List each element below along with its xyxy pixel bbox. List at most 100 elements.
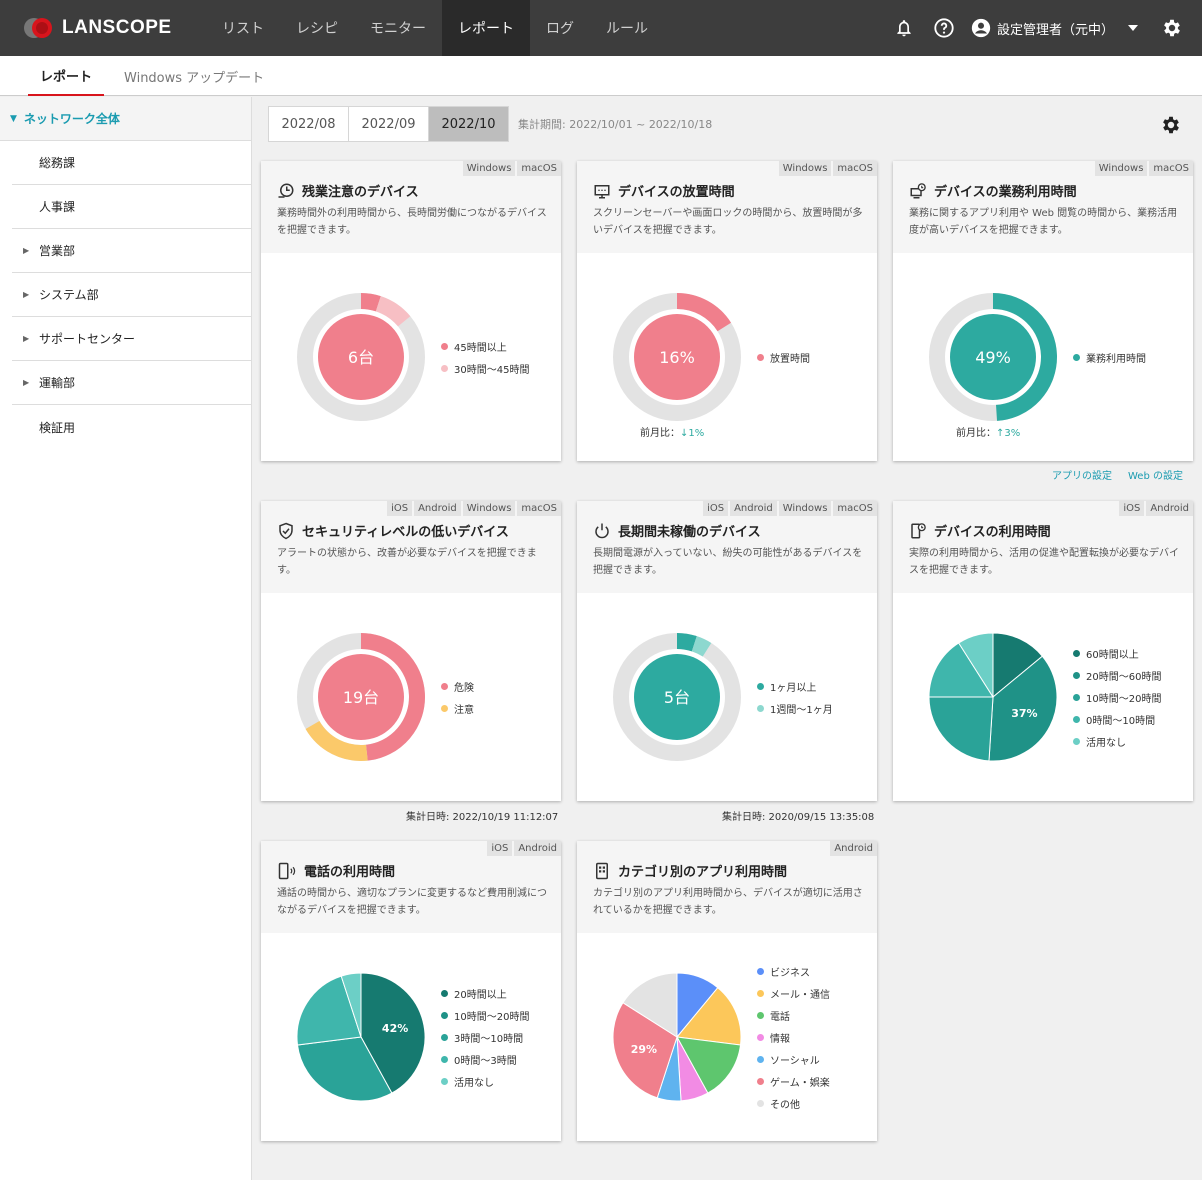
nav-log[interactable]: ログ [546, 21, 574, 37]
user-name: 設定管理者（元中） [996, 22, 1114, 38]
sidebar-item-general-affairs[interactable]: 総務課 [12, 141, 251, 185]
legend-item: 1週間〜1ヶ月 [757, 697, 833, 719]
pie-slice-label: 37% [1011, 707, 1037, 720]
sidebar-root-network[interactable]: ▼ ネットワーク全体 [0, 97, 251, 141]
legend-item: ソーシャル [757, 1048, 830, 1070]
legend-item: その他 [757, 1092, 830, 1114]
user-menu[interactable]: 設定管理者（元中） [970, 17, 1152, 39]
donut-center-circle [950, 314, 1036, 400]
card-title: セキュリティレベルの低いデバイス [277, 521, 509, 540]
pie-slice-2 [928, 696, 994, 762]
card-header: iOS Android Windows macOS セキュリティレベルの低いデバ… [261, 501, 561, 593]
legend-label: 0時間〜3時間 [454, 1055, 517, 1067]
business-settings-links: アプリの設定 Web の設定 [1036, 467, 1183, 482]
donut-center-value: 5台 [664, 688, 690, 707]
top-right-actions: 設定管理者（元中） [884, 0, 1202, 56]
card-description: 通話の時間から、適切なプランに変更するなど費用削減につながるデバイスを把握できま… [277, 888, 547, 916]
sidebar-item-sales[interactable]: ▶ 営業部 [12, 229, 251, 273]
card-overtime[interactable]: Windows macOS 残業注意のデバイス 業務時間外の利用時間から、長時間… [261, 161, 561, 461]
caret-right-icon[interactable]: ▶ [23, 290, 30, 299]
legend-item: 電話 [757, 1004, 830, 1026]
nav-list[interactable]: リスト [222, 21, 264, 37]
security-aggregate-datetime: 集計日時: 2022/10/19 11:12:07 [406, 812, 559, 823]
card-description: 業務時間外の利用時間から、長時間労働につながるデバイスを把握できます。 [277, 208, 547, 236]
report-settings-gear-icon[interactable] [1160, 114, 1182, 136]
nav-recipe[interactable]: レシピ [296, 21, 338, 37]
card-title-text: デバイスの利用時間 [934, 525, 1051, 540]
sidebar-item-support[interactable]: ▶ サポートセンター [12, 317, 251, 361]
legend-dot [757, 1055, 764, 1063]
legend-item: 20時間〜60時間 [1073, 664, 1161, 686]
pie-chart-usage: 37% [928, 632, 1058, 762]
phone-ring-icon [278, 862, 296, 879]
os-tags: iOS Android Windows macOS [701, 501, 877, 516]
card-business-usage[interactable]: Windows macOS デバイスの業務利用時間 業務に関するアプリ利用や W… [893, 161, 1193, 461]
sidebar-item-verification[interactable]: 検証用 [12, 405, 251, 449]
card-body: 42% 20時間以上 10時間〜20時間 3時間〜10時間 0時間〜3時間 活用… [261, 933, 561, 1141]
os-tag: iOS [703, 501, 729, 516]
os-tags: iOS Android [1117, 501, 1193, 516]
chart-legend: 60時間以上 20時間〜60時間 10時間〜20時間 0時間〜10時間 活用なし [1073, 642, 1161, 752]
nav-monitor[interactable]: モニター [370, 21, 426, 37]
tab-report[interactable]: レポート [28, 56, 105, 96]
sidebar-item-system[interactable]: ▶ システム部 [12, 273, 251, 317]
period-button-2022-09[interactable]: 2022/09 [348, 106, 429, 142]
legend-label: 放置時間 [770, 353, 810, 365]
card-device-usage[interactable]: iOS Android デバイスの利用時間 実際の利用時間から、活用の促進や配置… [893, 501, 1193, 801]
tab-windows-update[interactable]: Windows アップデート [124, 70, 265, 86]
card-header: Windows macOS 残業注意のデバイス 業務時間外の利用時間から、長時間… [261, 161, 561, 253]
legend-label: ソーシャル [770, 1055, 820, 1067]
legend-label: 活用なし [454, 1077, 494, 1089]
help-icon[interactable] [924, 0, 964, 56]
card-phone-usage[interactable]: iOS Android 電話の利用時間 通話の時間から、適切なプランに変更するな… [261, 841, 561, 1141]
period-range-text: 集計期間: 2022/10/01 ~ 2022/10/18 [518, 118, 713, 131]
legend-dot [1073, 737, 1080, 745]
card-title-text: 電話の利用時間 [304, 865, 396, 880]
web-settings-link[interactable]: Web の設定 [1128, 471, 1183, 482]
card-app-category[interactable]: Android カテゴリ別のアプリ利用時間 カテゴリ別のアプリ利用時間から、デバ… [577, 841, 877, 1141]
card-header: iOS Android Windows macOS 長期間未稼働のデバイス 長期… [577, 501, 877, 593]
sidebar-item-hr[interactable]: 人事課 [12, 185, 251, 229]
app-settings-link[interactable]: アプリの設定 [1052, 471, 1112, 482]
legend-label: 電話 [770, 1011, 790, 1023]
pie-slice-3 [928, 642, 994, 698]
card-inactive-devices[interactable]: iOS Android Windows macOS 長期間未稼働のデバイス 長期… [577, 501, 877, 801]
legend-dot [757, 704, 764, 712]
app-logo[interactable]: LANSCOPE [24, 17, 190, 39]
card-idle-time[interactable]: Windows macOS デバイスの放置時間 スクリーンセーバーや画面ロックの… [577, 161, 877, 461]
nav-report[interactable]: レポート [442, 0, 530, 56]
caret-right-icon[interactable]: ▶ [23, 334, 30, 343]
sidebar-item-label: 運輸部 [39, 376, 76, 390]
legend-dot [757, 1077, 764, 1085]
period-button-2022-08[interactable]: 2022/08 [268, 106, 349, 142]
legend-label: その他 [770, 1099, 800, 1111]
caret-right-icon[interactable]: ▶ [23, 246, 30, 255]
pie-chart-category: 29% [612, 972, 742, 1102]
os-tag: iOS [387, 501, 413, 516]
donut-chart-security: 19台 [297, 633, 425, 761]
os-tag: Windows [462, 161, 516, 176]
pie-slice-4 [340, 972, 362, 1038]
sidebar-item-transport[interactable]: ▶ 運輸部 [12, 361, 251, 405]
chart-legend: 45時間以上 30時間〜45時間 [441, 335, 529, 379]
pie-slice-1 [988, 655, 1058, 762]
bell-icon[interactable] [884, 0, 924, 56]
os-tag: Android [730, 501, 777, 516]
legend-dot [757, 1011, 764, 1019]
caret-right-icon[interactable]: ▶ [23, 378, 30, 387]
compare-label: 前月比： [640, 428, 680, 439]
account-icon [971, 18, 991, 38]
legend-item: 30時間〜45時間 [441, 357, 529, 379]
legend-label: 注意 [454, 704, 474, 716]
chart-legend: 1ヶ月以上 1週間〜1ヶ月 [757, 675, 833, 719]
nav-rule[interactable]: ルール [606, 21, 648, 37]
os-tags: Windows macOS [777, 161, 877, 176]
period-button-2022-10[interactable]: 2022/10 [428, 106, 509, 142]
pie-slice-2 [296, 1036, 393, 1102]
donut-chart-overtime: 6台 [297, 293, 425, 421]
card-security-level[interactable]: iOS Android Windows macOS セキュリティレベルの低いデバ… [261, 501, 561, 801]
legend-dot [441, 682, 448, 690]
legend-label: 情報 [770, 1033, 790, 1045]
gear-icon[interactable] [1152, 0, 1192, 56]
main-nav: リスト レシピ モニター レポート ログ ルール [206, 0, 664, 56]
